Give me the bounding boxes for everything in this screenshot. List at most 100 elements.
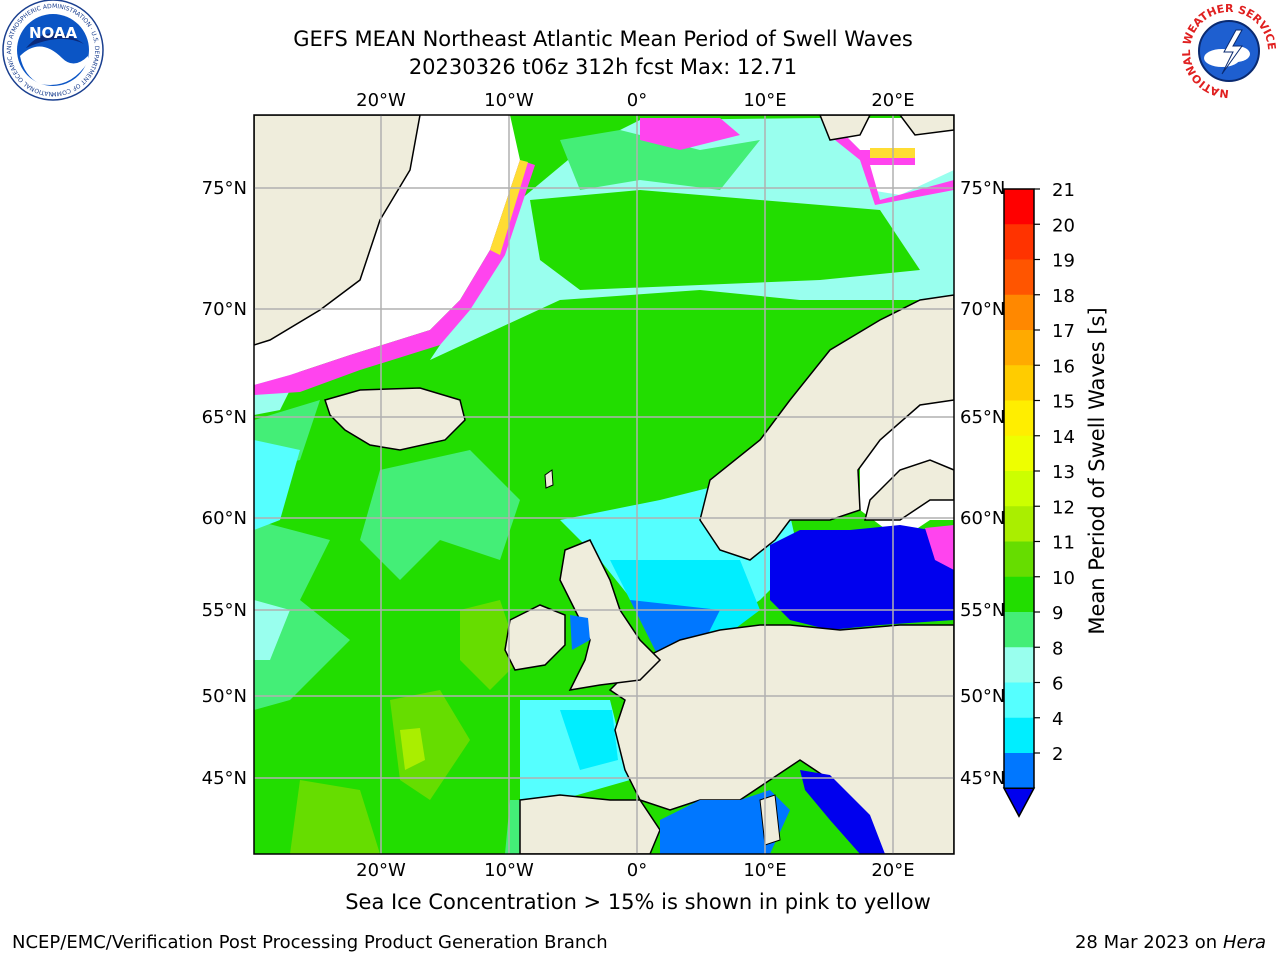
- colorbar-tick-label: 14: [1052, 427, 1075, 448]
- swell-contour-8-9: [254, 600, 290, 660]
- graticule: [254, 115, 954, 854]
- footer-machine: Hera: [1222, 932, 1266, 953]
- colorbar-segment: [1004, 717, 1034, 754]
- colorbar-tick-label: 11: [1052, 533, 1075, 554]
- colorbar-segment: [1004, 435, 1034, 472]
- baltic-sea: [770, 525, 954, 630]
- swell-contour-9-10: [360, 450, 520, 580]
- colorbar-segment: [1004, 682, 1034, 719]
- sea-ice-gulf-of-finland: [925, 525, 954, 570]
- land-iberia: [519, 794, 661, 854]
- colorbar-label: Mean Period of Swell Waves [s]: [1085, 307, 1109, 634]
- colorbar-segment: [1004, 294, 1034, 331]
- land-faroe: [544, 469, 554, 489]
- land-iceland: [324, 387, 466, 451]
- swell-contour-10-11-north: [530, 190, 920, 290]
- colorbar-segment: [1004, 400, 1034, 437]
- colorbar-segment: [1004, 365, 1034, 401]
- colorbar-segment: [1004, 647, 1034, 683]
- swell-contour-4-6-biscay: [560, 710, 618, 770]
- footer-date: 28 Mar 2023 on Hera: [1075, 932, 1266, 953]
- swell-contour-11-12: [390, 690, 470, 800]
- lat-label-left: 75°N: [202, 178, 247, 199]
- swell-contour-11-12: [290, 780, 380, 854]
- colorbar-segment: [1004, 612, 1034, 648]
- map-area: [254, 115, 954, 854]
- lon-label-bottom: 10°W: [484, 860, 534, 881]
- map-frame: [253, 114, 955, 855]
- swell-contour-12-13: [400, 728, 425, 770]
- colorbar-tick-label: 16: [1052, 356, 1075, 377]
- colorbar-segment: [1004, 541, 1034, 578]
- land-finland: [864, 459, 954, 521]
- colorbar-segment: [1004, 259, 1034, 296]
- lat-label-right: 50°N: [960, 686, 1005, 707]
- land-ireland: [504, 604, 566, 671]
- colorbar-tick-label: 10: [1052, 568, 1075, 589]
- lat-label-left: 70°N: [202, 299, 247, 320]
- lon-label-bottom: 0°: [627, 860, 647, 881]
- noaa-logo-text: NOAA: [29, 24, 78, 42]
- colorbar-segment: [1004, 576, 1034, 613]
- colorbar-tick-label: 8: [1052, 638, 1063, 659]
- colorbar-tick-label: 12: [1052, 497, 1075, 518]
- sea-ice-svalbard: [640, 118, 740, 150]
- lon-label-top: 20°W: [356, 90, 406, 111]
- colorbar-segment: [1004, 330, 1034, 366]
- colorbar: 21 20 19 18 17 16 15 14 13 12 11 10 9 8 6 4 2: [1002, 180, 1075, 818]
- lat-label-left: 65°N: [202, 407, 247, 428]
- lat-label-right: 75°N: [960, 178, 1005, 199]
- lat-label-left: 60°N: [202, 508, 247, 529]
- mediterranean-sea: [660, 790, 790, 854]
- colorbar-tick-label: 15: [1052, 392, 1075, 413]
- land-svalbard: [819, 115, 871, 141]
- colorbar-tick-label: 20: [1052, 215, 1075, 236]
- colorbar-tick-label: 2: [1052, 744, 1063, 765]
- lon-label-top: 10°W: [484, 90, 534, 111]
- colorbar-tick-label: 9: [1052, 603, 1063, 624]
- lon-label-top: 20°E: [871, 90, 914, 111]
- swell-contour-9-10-north: [560, 130, 760, 190]
- colorbar-segment: [1004, 224, 1034, 260]
- land-scandinavia: [699, 294, 954, 561]
- lat-label-right: 60°N: [960, 508, 1005, 529]
- colorbar-tick-label: 6: [1052, 674, 1063, 695]
- colorbar-segment: [1004, 471, 1034, 507]
- sea-ice-edge-pink: [254, 160, 535, 395]
- lon-label-bottom: 20°W: [356, 860, 406, 881]
- colorbar-frame: [1003, 188, 1035, 789]
- lat-label-right: 55°N: [960, 600, 1005, 621]
- lon-label-bottom: 20°E: [871, 860, 914, 881]
- colorbar-extend-arrow: [1002, 787, 1036, 818]
- lat-label-left: 45°N: [202, 768, 247, 789]
- colorbar-segment: [1004, 753, 1034, 789]
- colorbar-tick-label: 21: [1052, 180, 1075, 201]
- irish-sea: [570, 615, 590, 650]
- colorbar-segment: [1004, 189, 1034, 225]
- colorbar-tick-label: 19: [1052, 251, 1075, 272]
- noaa-logo: NATIONAL OCEANIC AND ATMOSPHERIC ADMINIS…: [0, 0, 104, 101]
- swell-contour-9-10: [254, 520, 350, 710]
- colorbar-tick-label: 17: [1052, 321, 1075, 342]
- swell-contour-6-8: [254, 440, 300, 530]
- nws-logo: NATIONAL WEATHER SERVICE: [1180, 2, 1278, 100]
- land-greenland: [254, 115, 421, 346]
- colorbar-segment: [1004, 506, 1034, 542]
- map-subtitle: 20230326 t06z 312h fcst Max: 12.71: [408, 55, 798, 79]
- adriatic-sea: [800, 770, 885, 854]
- sea-ice-note: Sea Ice Concentration > 15% is shown in …: [345, 890, 931, 914]
- colorbar-tick-label: 18: [1052, 286, 1075, 307]
- lat-label-left: 50°N: [202, 686, 247, 707]
- land-svalbard-east: [899, 115, 954, 136]
- lat-label-right: 45°N: [960, 768, 1005, 789]
- footer-date-text: 28 Mar 2023 on: [1074, 932, 1218, 953]
- lat-label-left: 55°N: [202, 600, 247, 621]
- lat-label-right: 70°N: [960, 299, 1005, 320]
- swell-contour-11-12: [460, 600, 520, 690]
- map-title: GEFS MEAN Northeast Atlantic Mean Period…: [293, 27, 913, 51]
- lon-label-bottom: 10°E: [743, 860, 786, 881]
- footer-credit: NCEP/EMC/Verification Post Processing Pr…: [12, 932, 608, 953]
- lon-label-top: 10°E: [743, 90, 786, 111]
- colorbar-tick-label: 4: [1052, 709, 1063, 730]
- lon-label-top: 0°: [627, 90, 647, 111]
